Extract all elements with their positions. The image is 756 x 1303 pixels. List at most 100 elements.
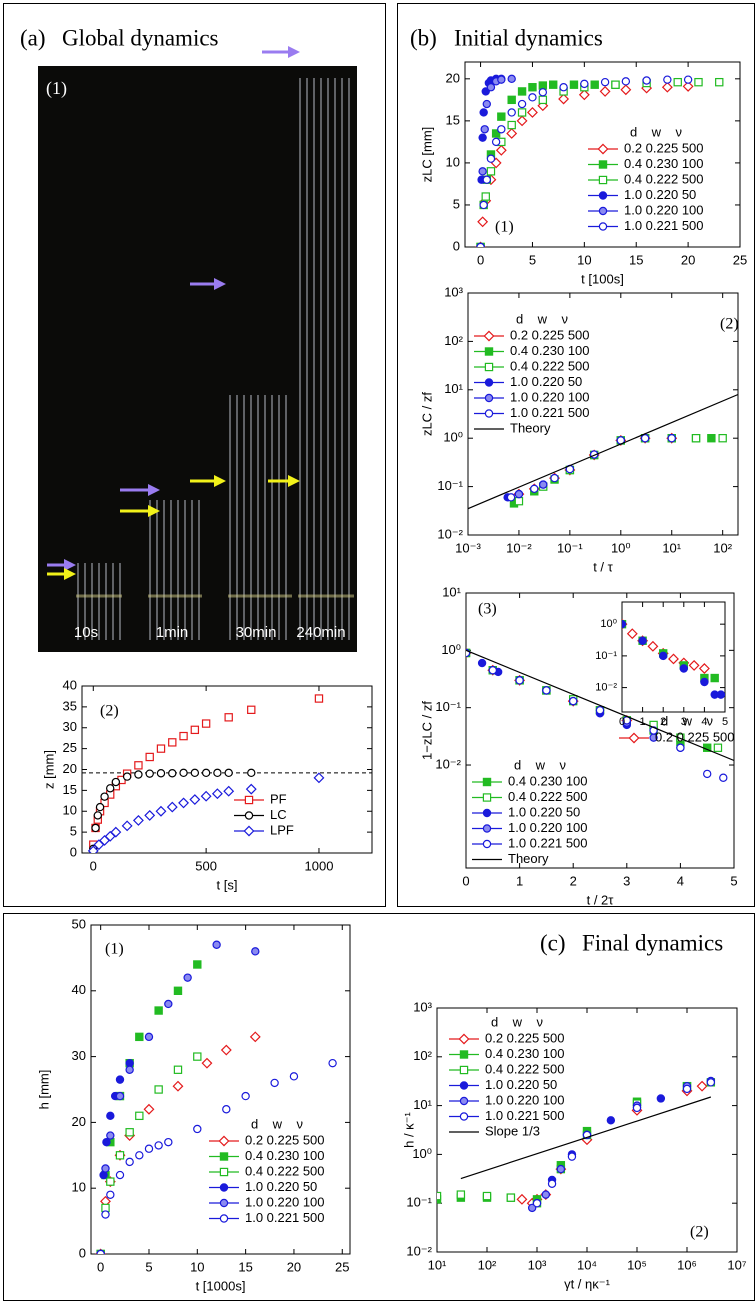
time-label: 30min xyxy=(236,624,277,641)
x-tick-label: 25 xyxy=(335,1259,349,1274)
data-point xyxy=(507,120,516,130)
y-tick-label: 20 xyxy=(72,1114,86,1129)
data-point xyxy=(289,1072,299,1081)
panel-label: (2) xyxy=(100,703,119,720)
legend-label: 0.4 0.222 500 xyxy=(508,789,588,804)
data-point xyxy=(110,826,122,838)
x-tick-label: 1000 xyxy=(305,858,334,873)
legend-marker xyxy=(597,143,609,155)
data-point xyxy=(479,200,488,210)
arrow-head xyxy=(148,484,160,496)
x-axis-label: t [1000s] xyxy=(196,1278,246,1293)
y-tick-label: 30 xyxy=(63,719,77,734)
x-tick-label: 20 xyxy=(681,252,695,267)
legend-marker xyxy=(459,1050,469,1059)
y-tick-label: 10⁻² xyxy=(435,756,461,771)
y-axis-label: zLC / zf xyxy=(419,392,434,436)
data-point xyxy=(179,731,188,741)
data-point xyxy=(115,1170,125,1180)
x-tick-label: 1 xyxy=(640,716,646,728)
data-point xyxy=(173,986,183,996)
data-point xyxy=(101,1164,110,1173)
x-tick-label: 20 xyxy=(287,1259,301,1274)
y-axis-label: z [mm] xyxy=(41,750,56,789)
data-point xyxy=(121,820,133,832)
legend-label: 1.0 0.220 100 xyxy=(624,202,704,217)
data-point xyxy=(328,1058,337,1068)
data-point xyxy=(156,744,166,753)
data-point xyxy=(189,794,201,806)
data-point xyxy=(193,960,202,969)
legend-label: 0.2 0.225 500 xyxy=(510,327,590,342)
data-point xyxy=(190,768,200,778)
legend-marker xyxy=(598,206,608,216)
legend-marker xyxy=(482,793,492,802)
data-point xyxy=(691,434,701,443)
legend-marker xyxy=(219,1214,229,1223)
x-tick-label: 0 xyxy=(97,1259,104,1274)
data-point xyxy=(154,1085,163,1094)
data-point xyxy=(156,769,166,778)
y-tick-label: 10² xyxy=(444,333,463,348)
data-point xyxy=(251,947,260,956)
data-point xyxy=(211,788,223,800)
photo-label: (1) xyxy=(46,78,67,99)
x-tick-label: 10² xyxy=(478,1257,497,1272)
x-tick-label: 4 xyxy=(677,873,684,888)
data-point xyxy=(480,125,489,134)
data-point xyxy=(125,1128,134,1137)
data-point xyxy=(143,1103,155,1115)
legend-marker xyxy=(458,1033,470,1045)
data-point xyxy=(87,845,99,853)
data-point xyxy=(497,75,506,84)
time-label: 1min xyxy=(156,624,189,641)
data-point xyxy=(538,88,548,97)
data-point xyxy=(125,1065,134,1074)
data-point xyxy=(482,175,491,184)
x-axis-label: t [100s] xyxy=(581,271,624,286)
x-tick-label: 10³ xyxy=(528,1257,547,1272)
panel-title: Global dynamics xyxy=(62,25,219,50)
data-point xyxy=(506,493,516,502)
data-point xyxy=(245,783,257,795)
y-tick-label: 10 xyxy=(72,1180,86,1195)
data-point xyxy=(676,743,685,752)
data-point xyxy=(106,1131,115,1140)
photo xyxy=(38,66,357,652)
data-point xyxy=(663,75,672,84)
data-point xyxy=(506,128,518,139)
data-point xyxy=(514,489,524,499)
x-tick-label: 10¹ xyxy=(662,540,681,555)
data-point xyxy=(125,1157,134,1167)
data-point xyxy=(549,80,558,89)
data-point xyxy=(481,192,490,201)
data-point xyxy=(200,790,212,802)
data-point xyxy=(698,663,710,674)
y-axis-label: h [mm] xyxy=(36,1070,51,1110)
panel-label: (c) xyxy=(540,930,566,955)
arrow-head xyxy=(288,475,300,487)
data-point xyxy=(497,112,506,121)
data-point xyxy=(134,770,143,779)
arrow-head xyxy=(214,278,226,290)
data-point xyxy=(93,811,102,820)
theory-line xyxy=(460,1096,712,1180)
y-tick-label: 10⁻¹ xyxy=(406,1195,432,1210)
panel-title: Initial dynamics xyxy=(454,25,603,50)
data-point xyxy=(164,1137,173,1147)
legend-marker xyxy=(219,1183,229,1192)
panel-label: (b) xyxy=(410,25,437,50)
legend-label: 0.4 0.222 500 xyxy=(245,1163,325,1178)
legend-label: 0.4 0.230 100 xyxy=(510,343,590,358)
y-tick-label: 10⁰ xyxy=(600,618,617,630)
data-point xyxy=(111,777,121,787)
y-tick-label: 10³ xyxy=(413,999,432,1014)
x-tick-label: 10¹ xyxy=(428,1257,447,1272)
data-point xyxy=(491,129,501,138)
legend-label: 1.0 0.220 50 xyxy=(508,804,580,819)
data-point xyxy=(224,713,233,722)
data-point xyxy=(168,769,177,778)
data-point xyxy=(569,80,579,89)
data-point xyxy=(497,125,506,134)
